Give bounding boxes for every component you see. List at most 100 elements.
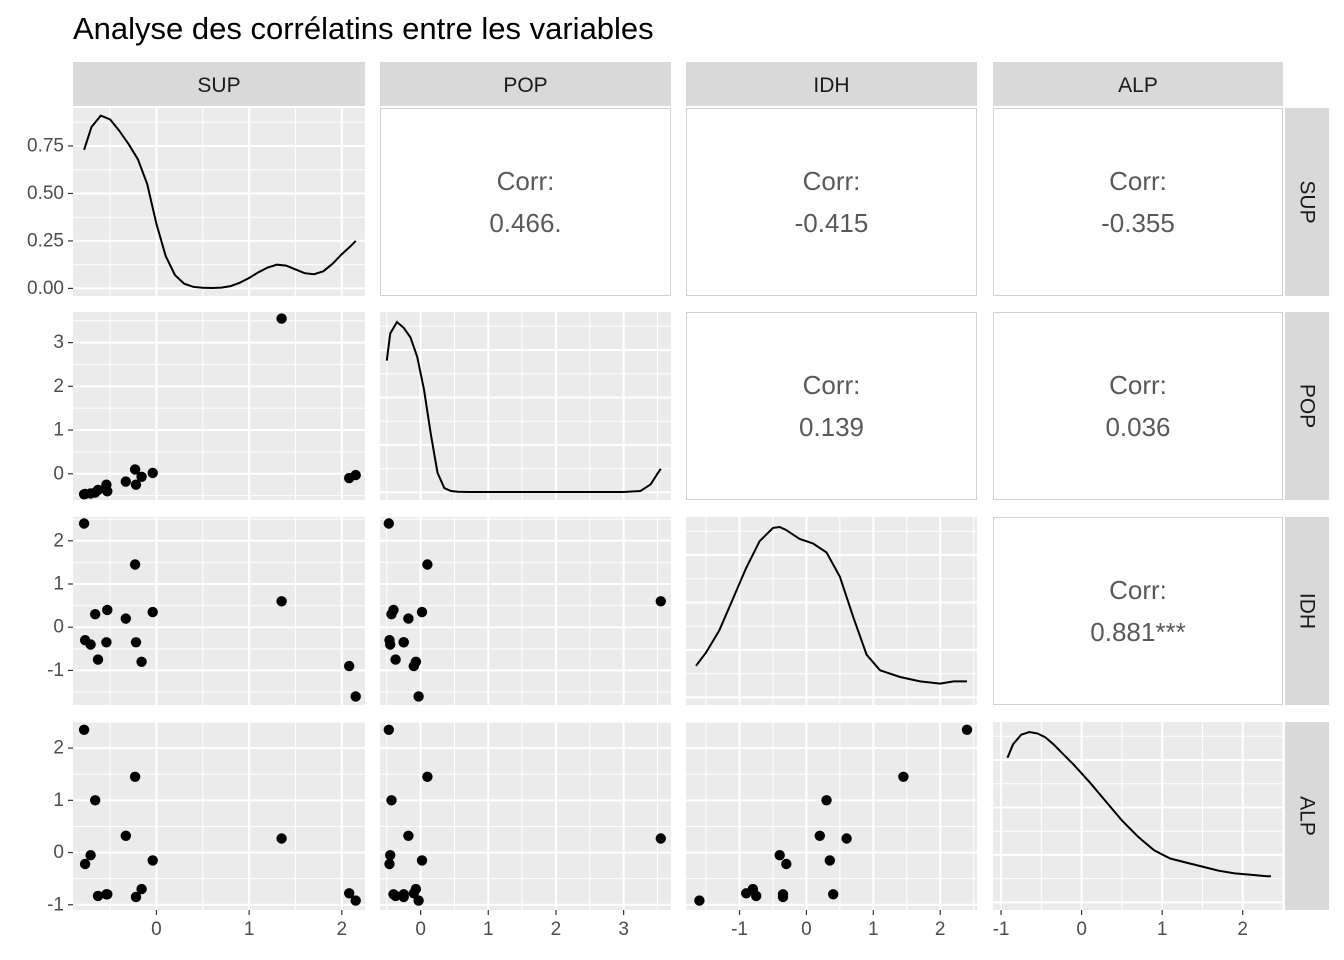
panel-bg: [686, 722, 977, 910]
density-curve-pop: [385, 320, 662, 493]
corr-label: Corr:: [1109, 370, 1167, 400]
point-alp-vs-sup: [90, 795, 101, 806]
point-pop-vs-sup: [129, 464, 141, 475]
y-tick-label: -1: [47, 894, 64, 915]
point-idh-vs-pop: [388, 604, 399, 616]
point-alp-vs-sup: [147, 855, 158, 866]
point-alp-vs-idh: [824, 855, 835, 866]
point-idh-vs-pop: [413, 691, 424, 702]
point-idh-vs-sup: [102, 604, 113, 616]
y-tick-label: 0.50: [27, 183, 64, 204]
strip-right-pop: [1285, 312, 1329, 500]
corr-label: Corr:: [803, 166, 861, 196]
point-alp-vs-pop: [386, 795, 397, 806]
strip-top-pop: [380, 62, 671, 106]
point-alp-vs-idh: [781, 858, 792, 870]
point-alp-vs-idh: [821, 795, 832, 806]
y-tick-label: -1: [47, 660, 64, 681]
corr-panel: [993, 312, 1283, 500]
point-idh-vs-sup: [120, 613, 131, 624]
point-pop-vs-sup: [92, 484, 104, 496]
strip-label-right-idh: IDH: [1296, 593, 1319, 629]
x-tick-label: 0: [415, 919, 426, 940]
x-tick-label: 2: [551, 919, 562, 940]
point-alp-vs-idh: [694, 895, 705, 906]
corr-label: Corr:: [803, 370, 861, 400]
point-idh-vs-sup: [78, 518, 90, 529]
point-idh-vs-sup: [90, 609, 101, 620]
point-alp-vs-sup: [350, 895, 361, 906]
corr-panel: [686, 108, 977, 296]
point-idh-vs-sup: [101, 637, 112, 648]
strip-label-top-pop: POP: [503, 74, 547, 97]
point-alp-vs-pop: [422, 771, 433, 782]
x-tick-label: 2: [935, 919, 946, 940]
point-idh-vs-pop: [403, 613, 414, 624]
panel-bg: [73, 108, 365, 296]
density-curve-alp: [1006, 730, 1271, 878]
strip-right-idh: [1285, 517, 1329, 705]
y-tick-label: 1: [53, 420, 64, 441]
y-tick-label: 1: [53, 573, 64, 594]
corr-panel: [380, 108, 671, 296]
y-tick-label: 0: [53, 463, 64, 484]
point-alp-vs-sup: [344, 888, 355, 899]
point-idh-vs-pop: [408, 660, 419, 672]
panels: SUP POP IDH ALP SUP POP IDH ALP Corr: 0.466. Corr:…: [27, 62, 1329, 940]
point-idh-vs-sup: [344, 660, 355, 672]
point-idh-vs-pop: [655, 596, 666, 607]
point-pop-vs-sup: [136, 471, 147, 482]
strip-label-top-idh: IDH: [813, 74, 849, 97]
y-tick-label: 0: [53, 617, 64, 638]
point-alp-vs-sup: [120, 830, 131, 841]
strip-label-right-sup: SUP: [1296, 180, 1319, 223]
strip-label-top-alp: ALP: [1118, 74, 1158, 97]
y-tick-label: 2: [53, 376, 64, 397]
x-tick-label: -1: [993, 919, 1010, 940]
y-tick-label: 3: [53, 332, 64, 353]
point-alp-vs-sup: [92, 890, 104, 902]
corr-value-pop-idh: 0.139: [799, 412, 864, 442]
point-alp-vs-pop: [385, 850, 396, 861]
point-idh-vs-sup: [350, 691, 361, 702]
point-idh-vs-sup: [136, 656, 147, 667]
corr-panel: [993, 517, 1283, 705]
strip-label-right-pop: POP: [1296, 384, 1319, 428]
strip-right-alp: [1285, 722, 1329, 910]
y-tick-label: 0.00: [27, 278, 64, 299]
density-curve-sup: [83, 114, 357, 290]
corr-value-idh-alp: 0.881***: [1090, 617, 1185, 647]
x-tick-label: 0: [801, 919, 812, 940]
corr-value-sup-idh: -0.415: [795, 208, 869, 238]
strip-top-sup: [73, 62, 365, 106]
point-alp-vs-pop: [398, 891, 409, 903]
point-alp-vs-sup: [79, 858, 91, 870]
panel-bg: [73, 312, 365, 500]
corr-panel: [686, 312, 977, 500]
point-pop-vs-sup: [101, 479, 112, 490]
point-alp-vs-pop: [388, 889, 399, 900]
point-alp-vs-pop: [413, 895, 424, 906]
point-idh-vs-sup: [129, 559, 141, 570]
x-tick-label: 2: [1237, 919, 1248, 940]
point-idh-vs-pop: [398, 637, 409, 648]
corr-value-pop-alp: 0.036: [1105, 412, 1170, 442]
point-alp-vs-pop: [403, 830, 414, 841]
point-idh-vs-pop: [390, 654, 401, 665]
point-alp-vs-pop: [384, 858, 395, 870]
x-tick-label: 0: [151, 919, 162, 940]
panel-bg: [686, 517, 977, 705]
panel-bg: [380, 722, 671, 910]
strip-label-right-alp: ALP: [1296, 796, 1319, 836]
point-alp-vs-idh: [814, 830, 825, 841]
x-tick-label: 2: [337, 919, 348, 940]
y-tick-label: 2: [53, 738, 64, 759]
panel-bg: [380, 517, 671, 705]
point-alp-vs-idh: [828, 889, 839, 900]
x-tick-label: 1: [1157, 919, 1168, 940]
point-alp-vs-pop: [655, 833, 666, 844]
point-idh-vs-sup: [276, 596, 287, 607]
corr-value-sup-alp: -0.355: [1101, 208, 1175, 238]
corr-label: Corr:: [497, 166, 555, 196]
